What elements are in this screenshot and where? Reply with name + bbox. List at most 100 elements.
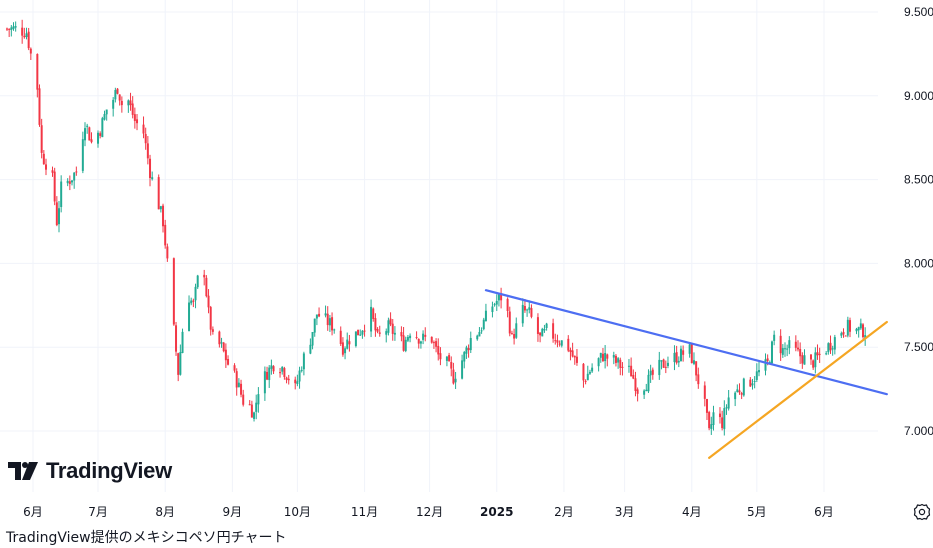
candle-body: [218, 331, 221, 345]
candle-body: [253, 412, 256, 419]
candle-body: [439, 353, 442, 360]
candle-body: [510, 333, 513, 335]
candle-body: [612, 354, 615, 358]
candle-body: [144, 133, 147, 144]
candle-body: [630, 365, 633, 377]
candle-body: [357, 329, 360, 336]
candle-body: [651, 369, 654, 375]
candle-body: [718, 413, 721, 418]
candle-body: [478, 331, 481, 337]
candle-body: [855, 328, 858, 332]
candle-body: [118, 94, 121, 101]
candle-body: [536, 317, 539, 334]
candle-body: [809, 354, 812, 360]
candle-body: [313, 318, 316, 333]
candle-body: [541, 328, 544, 337]
candle-body: [604, 353, 607, 362]
candle-body: [812, 360, 815, 368]
candle-body: [38, 88, 41, 125]
candle-body: [530, 308, 533, 317]
candle-body: [833, 337, 836, 350]
candle-body: [842, 331, 845, 335]
candle-body: [734, 392, 737, 400]
candle-body: [250, 404, 253, 418]
candle-body: [222, 342, 225, 352]
candle-body: [675, 352, 678, 363]
candle-body: [794, 341, 797, 348]
candle-body: [770, 341, 773, 364]
candle-body: [27, 31, 30, 49]
candle-body: [463, 352, 466, 362]
candle-body: [75, 171, 78, 173]
candle-body: [753, 381, 756, 383]
candle-body: [688, 344, 691, 354]
candle-body: [71, 180, 74, 183]
candle-body: [818, 353, 821, 355]
candle-body: [129, 100, 132, 106]
candle-body: [151, 177, 154, 180]
candle-body: [227, 358, 230, 365]
candle-body: [311, 331, 314, 346]
candle-body: [328, 318, 331, 326]
candle-body: [90, 139, 93, 143]
candle-body: [526, 309, 529, 311]
candle-body: [12, 26, 15, 29]
candle-body: [725, 407, 728, 409]
candle-body: [506, 298, 509, 312]
candle-body: [127, 100, 130, 106]
candle-body: [495, 300, 498, 305]
candle-body: [136, 119, 139, 124]
candle-body: [415, 337, 418, 339]
candle-body: [240, 383, 243, 395]
candle-body: [627, 365, 630, 367]
candle-body: [281, 366, 284, 372]
candle-body: [248, 404, 251, 406]
gear-icon[interactable]: [913, 503, 931, 521]
candle-body: [359, 334, 362, 336]
candle-body: [393, 332, 396, 335]
candle-body: [543, 328, 546, 331]
candle-body: [344, 348, 347, 354]
candle-body: [36, 54, 39, 90]
candle-body: [484, 310, 487, 322]
candle-body: [567, 338, 570, 351]
candle-body: [14, 26, 17, 28]
candle-body: [586, 373, 589, 381]
candle-body: [677, 360, 680, 363]
candle-body: [58, 208, 61, 225]
candle-body: [636, 389, 639, 394]
candle-body: [571, 350, 574, 357]
candle-body: [233, 365, 236, 371]
trendlines: [484, 289, 888, 459]
candle-body: [781, 348, 784, 355]
candle-body: [786, 348, 789, 350]
candle-body: [649, 370, 652, 376]
candle-body: [766, 358, 769, 361]
candle-body: [448, 355, 451, 362]
candle-body: [268, 367, 271, 381]
candle-body: [749, 379, 752, 387]
candle-body: [372, 308, 375, 319]
candle-body: [738, 390, 741, 393]
x-tick-label: 7月: [88, 505, 108, 519]
candle-body: [331, 317, 334, 331]
candle-body: [103, 114, 106, 120]
candle-body: [591, 367, 594, 372]
candle-body: [721, 417, 724, 429]
candle-body: [120, 100, 123, 106]
candle-body: [664, 366, 667, 368]
candle-body: [196, 275, 199, 288]
candle-body: [374, 318, 377, 331]
candle-body: [703, 385, 706, 399]
candle-body: [751, 383, 754, 386]
candle-body: [203, 274, 206, 278]
candle-body: [445, 356, 448, 361]
candle-body: [708, 412, 711, 429]
candle-body: [116, 88, 119, 94]
candle-body: [8, 28, 11, 30]
candle-body: [162, 205, 165, 227]
candle-body: [710, 424, 713, 429]
x-tick-label: 5月: [747, 505, 767, 519]
candle-body: [619, 359, 622, 368]
